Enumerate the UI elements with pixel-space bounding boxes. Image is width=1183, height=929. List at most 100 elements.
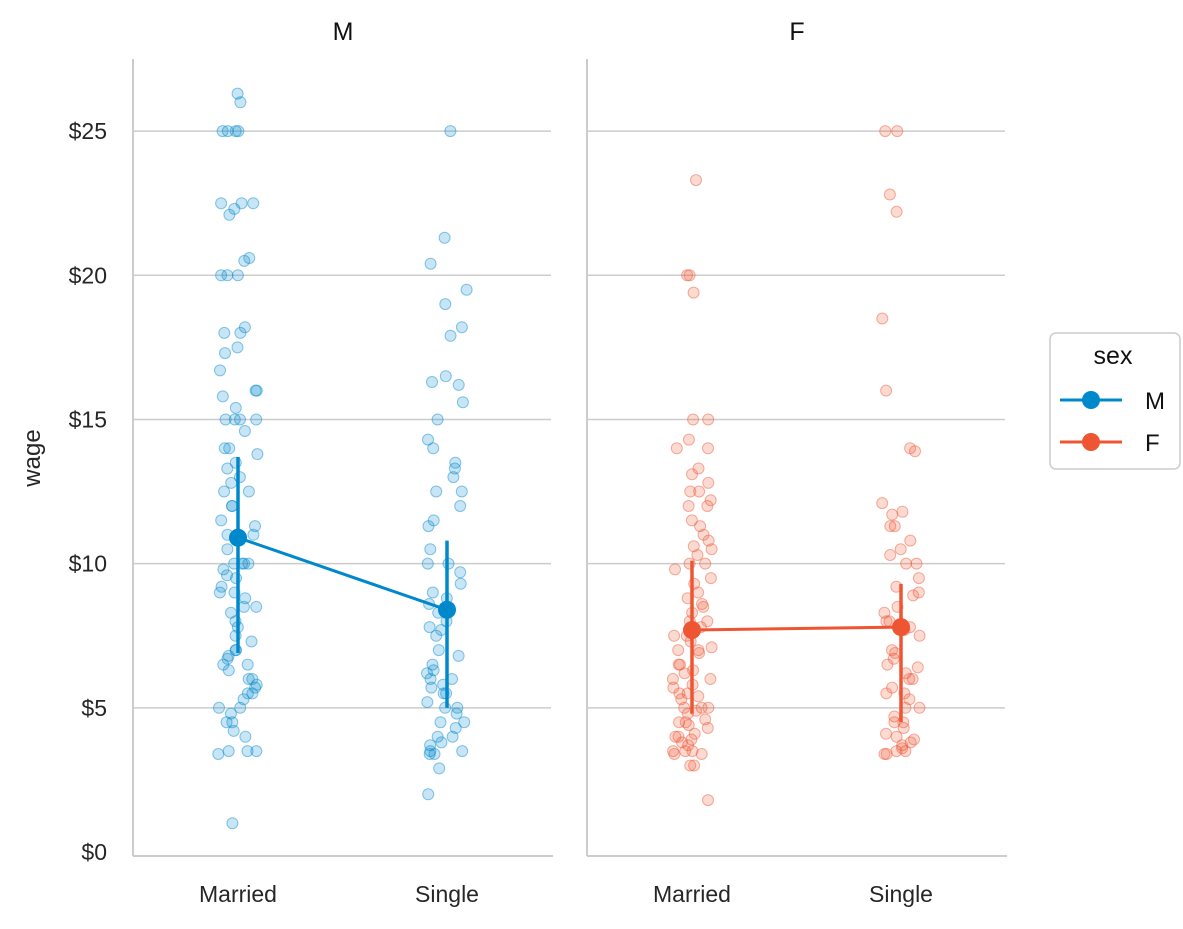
data-point	[249, 520, 261, 533]
data-point	[242, 485, 255, 498]
data-point	[221, 543, 234, 556]
data-point	[229, 125, 242, 138]
data-point	[910, 557, 923, 570]
data-point	[678, 701, 691, 714]
data-point	[691, 549, 704, 561]
data-point	[215, 197, 228, 210]
data-point	[427, 664, 440, 677]
data-point	[241, 745, 254, 758]
data-point	[242, 557, 255, 570]
data-point	[692, 586, 705, 599]
data-point	[695, 701, 708, 714]
panel-title: M	[333, 18, 354, 46]
legend: sex MF	[1049, 332, 1181, 470]
data-point	[215, 580, 228, 593]
mean-line	[691, 625, 902, 632]
data-point	[672, 658, 685, 671]
legend-entry-M: M	[1060, 388, 1165, 415]
data-point	[904, 534, 917, 547]
data-point	[900, 557, 913, 570]
data-point	[692, 462, 705, 475]
data-point	[238, 254, 251, 267]
mean-marker	[438, 600, 456, 619]
data-point	[222, 649, 235, 662]
data-point	[228, 202, 241, 215]
data-point	[876, 497, 889, 510]
data-point	[908, 733, 920, 746]
data-point	[221, 269, 234, 282]
data-point	[884, 520, 897, 533]
data-point	[251, 448, 264, 461]
data-point	[230, 572, 242, 585]
data-point	[229, 401, 242, 414]
data-point	[684, 759, 697, 772]
data-point	[685, 514, 698, 527]
data-point	[670, 442, 683, 455]
data-point	[215, 514, 228, 527]
data-point	[688, 727, 701, 740]
data-point	[688, 759, 701, 772]
data-point	[891, 125, 904, 138]
data-point	[224, 707, 237, 720]
data-point	[250, 384, 263, 397]
data-point	[694, 520, 707, 533]
x-tick-label: Married	[653, 881, 731, 907]
data-point	[687, 413, 700, 426]
data-point	[705, 641, 718, 654]
data-point	[686, 745, 699, 758]
data-point	[911, 661, 924, 674]
data-point	[702, 413, 715, 426]
y-tick-label: $0	[81, 839, 107, 865]
data-point	[426, 376, 438, 388]
data-point	[692, 690, 705, 703]
data-point	[246, 673, 259, 685]
data-point	[426, 586, 439, 599]
data-point	[682, 739, 695, 752]
panel-M: M $0 $5 $10 $15 $20 $25 Married Single	[69, 18, 553, 907]
data-point	[241, 687, 254, 700]
data-point	[673, 716, 686, 729]
data-point	[226, 817, 239, 830]
data-point	[880, 748, 893, 760]
data-point	[446, 730, 459, 743]
data-point	[704, 673, 717, 685]
data-point	[424, 739, 437, 752]
data-point	[702, 442, 714, 455]
data-point	[679, 745, 692, 758]
data-point	[238, 557, 251, 570]
data-point	[673, 687, 686, 700]
data-point	[219, 413, 232, 426]
data-point	[886, 508, 899, 521]
data-points	[666, 125, 926, 807]
data-point	[702, 534, 715, 547]
data-point	[683, 269, 696, 282]
data-point	[217, 658, 230, 671]
data-point	[219, 347, 231, 360]
data-point	[705, 543, 718, 556]
data-point	[439, 370, 452, 383]
data-point	[906, 673, 919, 685]
data-point	[213, 586, 226, 599]
data-point	[667, 745, 680, 758]
data-point	[423, 621, 436, 634]
data-point	[696, 598, 708, 610]
data-point	[682, 500, 695, 512]
data-point	[220, 716, 233, 729]
data-point	[669, 563, 681, 576]
data-point	[701, 615, 714, 628]
mean-marker	[892, 618, 910, 637]
data-point	[458, 716, 471, 729]
data-point	[890, 730, 903, 743]
data-point	[431, 413, 444, 426]
data-point	[454, 566, 467, 579]
data-point	[693, 647, 706, 659]
y-tick-label: $15	[69, 406, 107, 432]
data-point	[674, 658, 686, 671]
legend-entries: MF	[1060, 388, 1165, 457]
data-point	[675, 693, 688, 706]
data-point	[247, 528, 260, 541]
data-point	[222, 745, 235, 758]
x-tick-label: Married	[199, 881, 277, 907]
legend-entry-F: F	[1060, 430, 1160, 457]
data-point	[214, 364, 226, 377]
